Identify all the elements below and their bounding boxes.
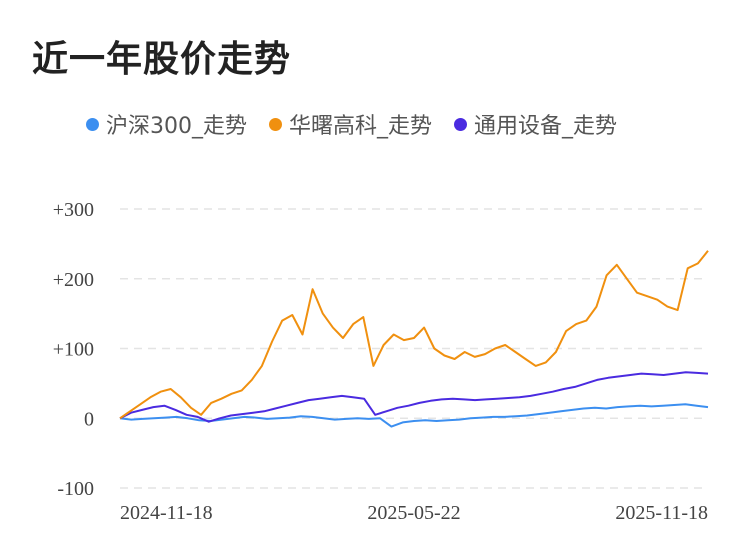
series-line-0 xyxy=(119,403,709,428)
legend-item-hs300[interactable]: 沪深300_走势 xyxy=(86,108,247,140)
series-line-2 xyxy=(119,371,709,423)
y-axis-ticks: +300 +200 +100 0 -100 xyxy=(53,199,94,500)
y-tick-label: +100 xyxy=(53,339,94,361)
legend: 沪深300_走势 华曙高科_走势 通用设备_走势 xyxy=(86,108,639,140)
y-tick-label: 0 xyxy=(84,408,94,430)
chart-title: 近一年股价走势 xyxy=(32,39,292,80)
legend-dot-icon xyxy=(269,117,282,131)
legend-label: 通用设备_走势 xyxy=(474,114,618,139)
legend-item-huashu[interactable]: 华曙高科_走势 xyxy=(269,108,432,140)
legend-label: 沪深300_走势 xyxy=(106,114,247,139)
series-lines xyxy=(119,250,709,428)
series-line-1 xyxy=(119,250,709,420)
y-tick-label: -100 xyxy=(57,478,94,500)
grid-lines xyxy=(120,208,708,489)
x-axis-ticks: 2024-11-18 2025-05-22 2025-11-18 xyxy=(120,502,708,524)
x-tick-label: 2025-05-22 xyxy=(367,502,460,524)
y-tick-label: +200 xyxy=(53,269,94,291)
legend-item-general-equipment[interactable]: 通用设备_走势 xyxy=(454,108,617,140)
x-tick-label: 2025-11-18 xyxy=(615,502,708,524)
y-tick-label: +300 xyxy=(53,199,94,221)
legend-dot-icon xyxy=(86,117,99,131)
x-tick-label: 2024-11-18 xyxy=(120,502,213,524)
legend-label: 华曙高科_走势 xyxy=(289,114,433,139)
legend-dot-icon xyxy=(454,117,468,131)
